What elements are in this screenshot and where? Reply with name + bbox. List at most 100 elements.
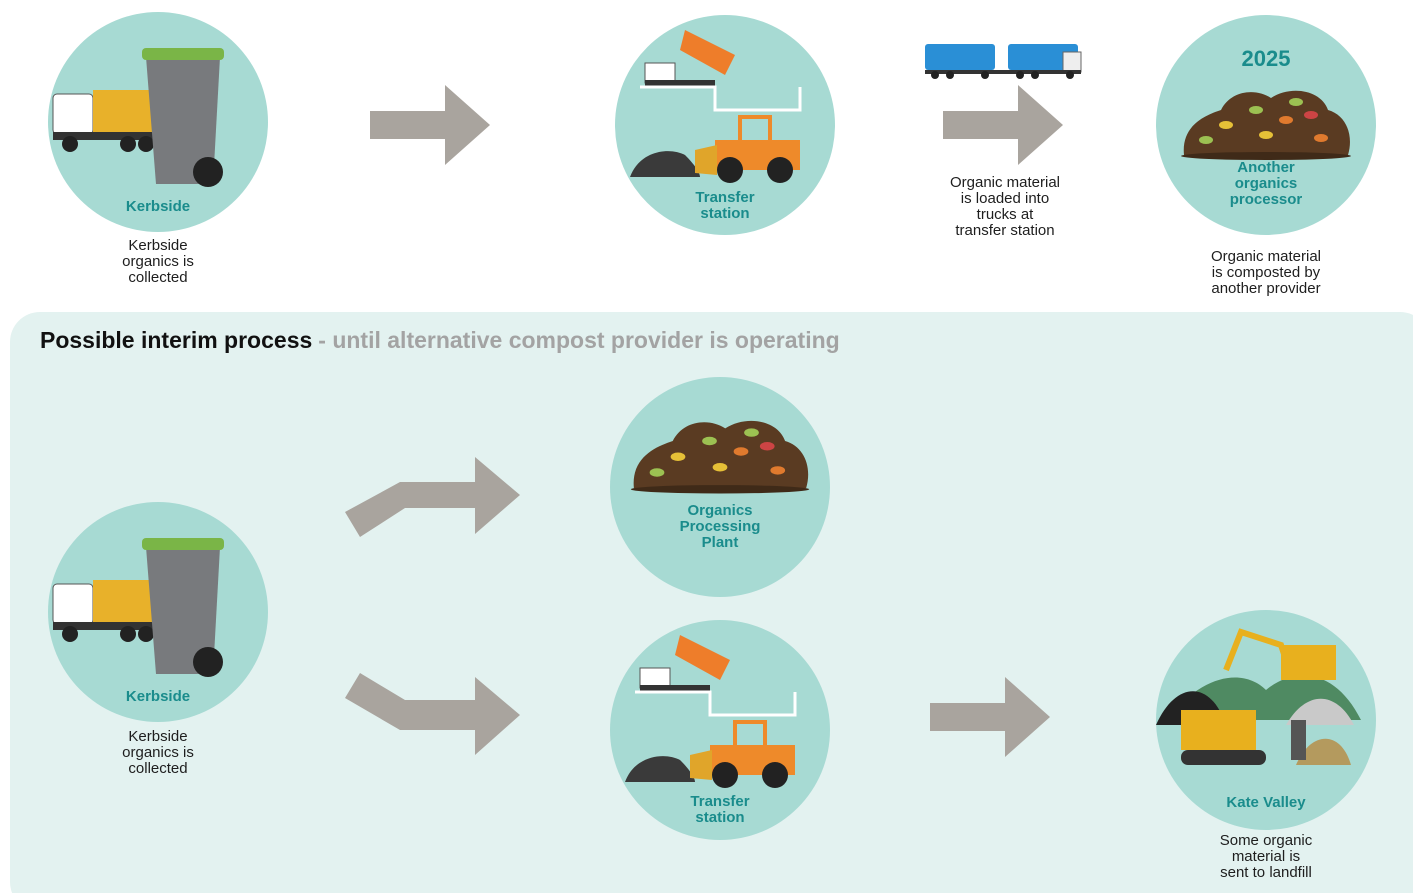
tipper-bin (680, 30, 735, 75)
compost-piece (770, 466, 786, 475)
truck-trailer (1008, 44, 1078, 70)
bin-lid (142, 48, 224, 60)
wheel (1016, 71, 1024, 79)
wheel (62, 136, 78, 152)
node-label: Transfer (690, 793, 749, 810)
arrow-caption: Organic material (950, 174, 1060, 191)
arrow-caption: trucks at (977, 206, 1035, 223)
wheel (138, 136, 154, 152)
wheel (62, 626, 78, 642)
loader-cab (738, 115, 772, 144)
compost-illustration (630, 420, 810, 494)
truck-chassis (53, 132, 163, 140)
node-caption: collected (128, 760, 187, 777)
node-label: Organics (687, 502, 752, 519)
wheel (120, 136, 136, 152)
waste-pile (625, 756, 695, 782)
waste-pile (630, 151, 700, 177)
interim-heading: Possible interim process - until alternat… (40, 327, 840, 353)
arrow (930, 677, 1050, 757)
compost-piece (1259, 131, 1273, 139)
wheel (981, 71, 989, 79)
excavator-body (1281, 645, 1336, 680)
bulldozer-blade (1291, 720, 1306, 760)
bin-lid (142, 538, 224, 550)
compost-piece (1289, 98, 1303, 106)
compost-ground (1181, 152, 1351, 160)
node-label: Plant (702, 534, 739, 551)
truck-cab (1062, 51, 1082, 73)
node-label: Kate Valley (1226, 794, 1306, 811)
truck-chassis (53, 622, 163, 630)
gravel-pile (1286, 698, 1354, 725)
node-label: Another (1237, 159, 1295, 176)
transfer-illustration (625, 635, 797, 788)
truck-chassis (925, 70, 1081, 74)
compost-piece (1219, 121, 1233, 129)
bulldozer-body (1181, 710, 1256, 750)
soil-pile (1296, 738, 1351, 765)
loader-bucket (690, 750, 712, 780)
truck-trailer (925, 44, 995, 70)
bulldozer-track (1181, 750, 1266, 765)
interim-title: Possible interim process (40, 327, 312, 353)
wheel (1031, 71, 1039, 79)
node-caption: collected (128, 269, 187, 286)
wheel (762, 762, 788, 788)
node-label: station (700, 205, 749, 222)
node-caption: sent to landfill (1220, 864, 1312, 881)
node-caption: material is (1232, 848, 1300, 865)
kerbside-illustration (52, 48, 224, 187)
wheel (946, 71, 954, 79)
arrow (345, 457, 520, 537)
interim-panel (10, 312, 1413, 893)
wheel (717, 157, 743, 183)
tipper-bin (675, 635, 730, 680)
node-label: organics (1235, 175, 1298, 192)
compost-piece (1279, 116, 1293, 124)
compost-piece (1304, 111, 1318, 119)
compost-piece (733, 447, 749, 456)
node-caption: organics is (122, 253, 194, 270)
arrow (370, 85, 490, 165)
compost-pile (633, 420, 809, 489)
loader-cab (733, 720, 767, 749)
truck-cab (52, 583, 94, 625)
bin-body (146, 547, 220, 674)
arrow-caption: is loaded into (961, 190, 1049, 207)
tipper-chassis (640, 685, 710, 691)
kerbside-illustration (52, 538, 224, 677)
landfill-illustration (1156, 628, 1361, 765)
compost-piece (649, 468, 665, 477)
compost-piece (759, 442, 775, 451)
compost-piece (702, 436, 717, 446)
compost-ground (630, 485, 810, 494)
interim-subtitle: - until alternative compost provider is … (318, 327, 839, 353)
node-caption: is composted by (1212, 264, 1321, 281)
compost-piece (744, 428, 759, 437)
node-caption: another provider (1211, 280, 1320, 297)
wheel (1066, 71, 1074, 79)
node-caption: Some organic (1220, 832, 1313, 849)
loader-bucket (695, 145, 717, 175)
transfer-pit (635, 690, 797, 717)
transfer-illustration (630, 30, 802, 183)
arrow-caption: transfer station (955, 222, 1054, 239)
node-label: Kerbside (126, 198, 190, 215)
node-label: Processing (680, 518, 761, 535)
compost-piece (670, 452, 686, 461)
compost-piece (712, 463, 728, 472)
wheel (712, 762, 738, 788)
arrow (943, 85, 1063, 165)
transfer-pit (640, 85, 802, 112)
compost-piece (1199, 136, 1213, 144)
node-year: 2025 (1242, 46, 1291, 71)
node-label: Transfer (695, 189, 754, 206)
compost-piece (1314, 134, 1328, 142)
truck-cab (52, 93, 94, 135)
node-label: processor (1230, 191, 1303, 208)
bin-wheel (193, 647, 223, 677)
wheel (931, 71, 939, 79)
